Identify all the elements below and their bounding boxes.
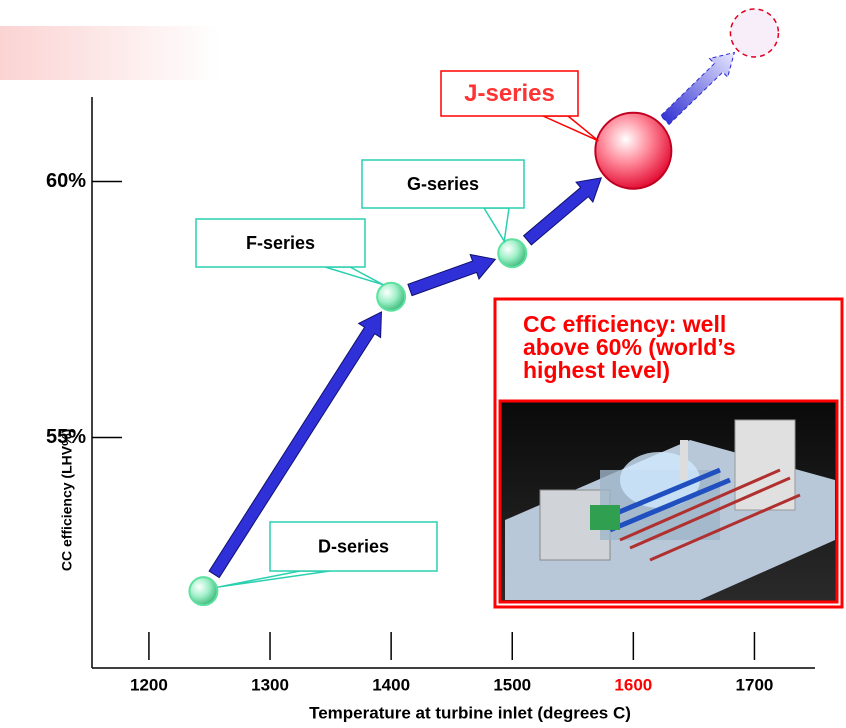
- y-axis-title: CC efficiency (LHV%): [59, 429, 75, 571]
- x-tick-label: 1500: [493, 675, 531, 694]
- data-point: [377, 283, 405, 311]
- point-label: D-series: [318, 536, 389, 556]
- y-tick-label: 55%: [46, 426, 86, 448]
- callout: D-series: [217, 522, 437, 587]
- point-label: G-series: [407, 174, 479, 194]
- callout-tail: [484, 208, 509, 241]
- data-point: [189, 577, 217, 605]
- x-tick-label: 1400: [372, 675, 410, 694]
- trend-arrow: [661, 53, 735, 125]
- callout-tail: [543, 116, 598, 141]
- callout: J-series: [441, 71, 598, 141]
- callout-tail: [217, 571, 330, 587]
- y-tick-label: 60%: [46, 170, 86, 192]
- chart: Temperature at turbine inlet (degrees C)…: [0, 0, 846, 728]
- x-axis-title: Temperature at turbine inlet (degrees C): [309, 703, 631, 722]
- header-band: [0, 26, 220, 80]
- callout-tail: [325, 267, 383, 285]
- x-tick-label: 1700: [736, 675, 774, 694]
- data-point: [498, 239, 526, 267]
- x-tick-label: 1600: [614, 675, 652, 694]
- trend-arrow: [408, 254, 495, 295]
- point-label: J-series: [464, 80, 555, 107]
- point-label: F-series: [246, 233, 315, 253]
- x-tick-label: 1200: [130, 675, 168, 694]
- callout: F-series: [196, 219, 383, 285]
- trend-arrow: [524, 178, 602, 245]
- data-point: [595, 113, 671, 189]
- callout: G-series: [362, 160, 524, 241]
- data-point: [730, 9, 778, 57]
- x-tick-label: 1300: [251, 675, 289, 694]
- annotation-line: highest level): [523, 357, 670, 383]
- annotation-box: CC efficiency: well above 60% (world’s h…: [495, 299, 842, 607]
